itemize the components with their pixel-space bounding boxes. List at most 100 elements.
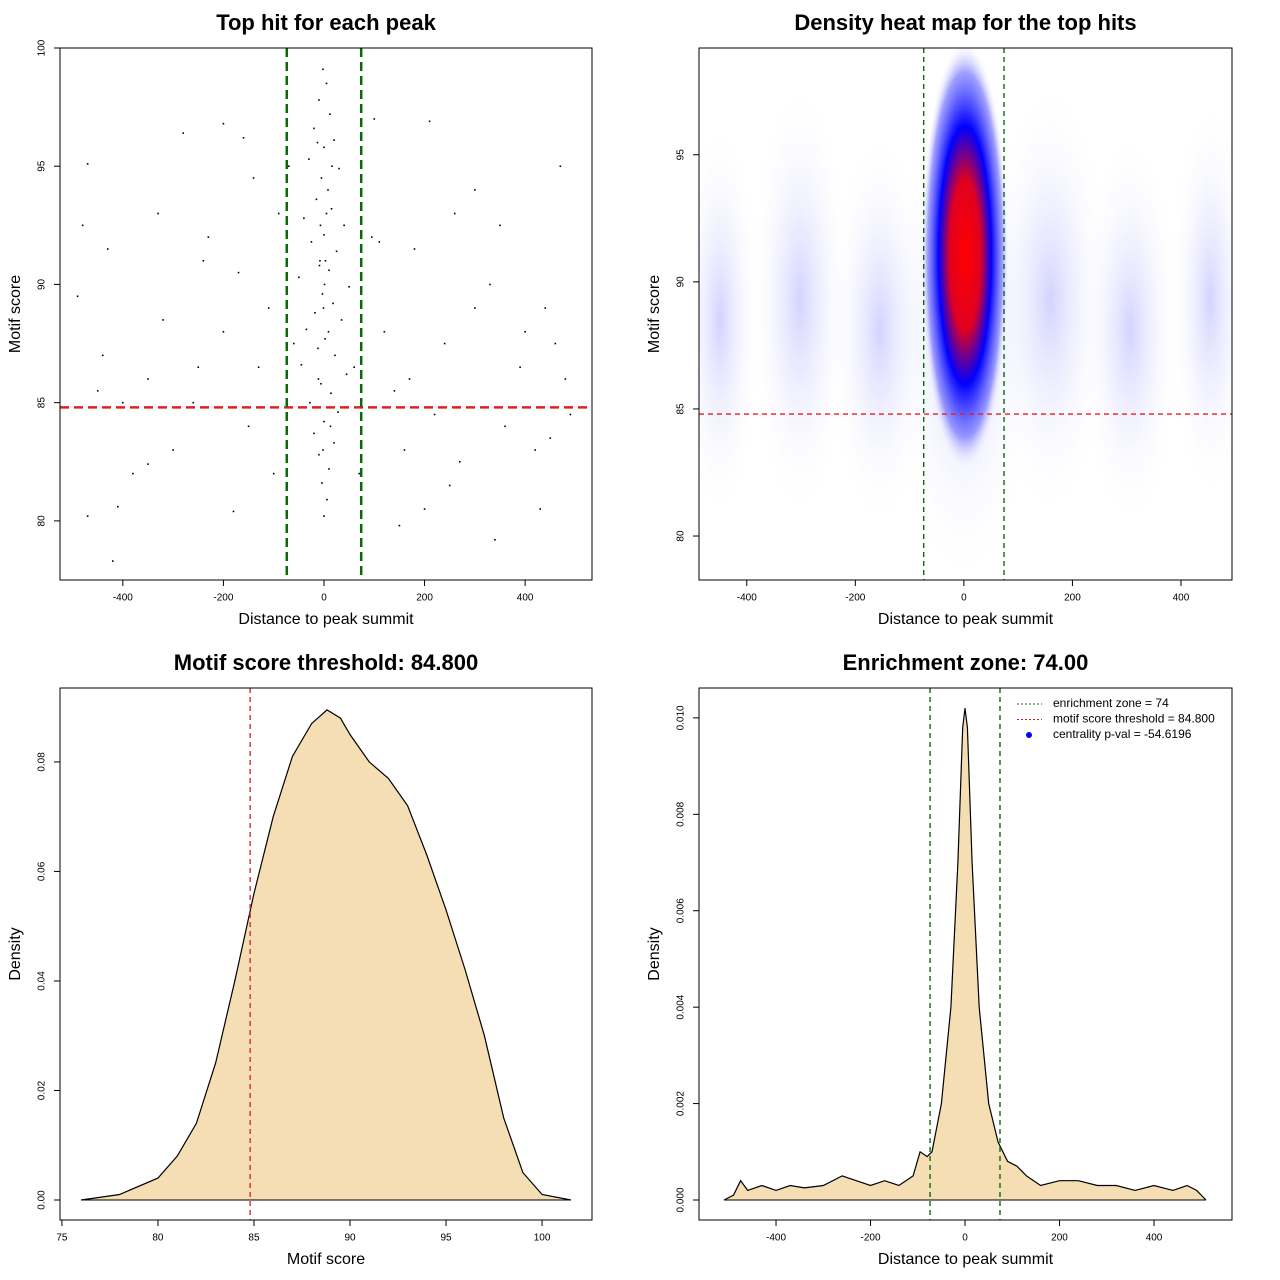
x-tick-label: 100 xyxy=(534,1233,551,1244)
x-tick-label: 400 xyxy=(517,593,534,604)
point xyxy=(101,354,104,357)
point xyxy=(242,137,245,139)
point xyxy=(257,366,260,368)
point xyxy=(453,212,456,215)
x-tick-label: 0 xyxy=(962,1233,968,1244)
point xyxy=(332,302,334,305)
point xyxy=(122,401,124,404)
x-tick-label: -200 xyxy=(845,593,865,604)
point xyxy=(232,510,235,513)
y-tick-label: 0.004 xyxy=(676,994,687,1019)
point xyxy=(319,260,321,262)
x-tick-label: 85 xyxy=(248,1233,260,1244)
point xyxy=(378,241,381,243)
point xyxy=(554,342,557,345)
point xyxy=(393,390,396,392)
point xyxy=(222,330,225,333)
legend-symbol xyxy=(1026,732,1032,738)
point xyxy=(494,539,496,541)
point xyxy=(559,165,562,168)
point xyxy=(202,260,205,262)
x-tick-label: 75 xyxy=(56,1233,68,1244)
point xyxy=(237,271,240,274)
point xyxy=(330,392,332,395)
point xyxy=(353,366,355,368)
point xyxy=(277,212,280,215)
point xyxy=(313,432,315,435)
point xyxy=(340,319,343,321)
point xyxy=(334,354,336,357)
y-tick-label: 85 xyxy=(676,403,687,415)
point xyxy=(293,342,295,345)
point xyxy=(314,312,316,314)
point xyxy=(323,146,325,149)
point xyxy=(328,468,330,470)
point xyxy=(398,524,401,527)
point xyxy=(329,425,332,428)
point xyxy=(326,498,328,501)
point xyxy=(327,189,329,191)
point xyxy=(317,378,320,380)
plot-frame xyxy=(59,47,593,581)
point xyxy=(287,165,290,168)
point xyxy=(317,347,319,350)
x-tick-label: 200 xyxy=(416,593,433,604)
y-axis-label: Motif score xyxy=(646,275,663,353)
point xyxy=(328,269,330,272)
x-axis-label: Distance to peak summit xyxy=(878,1251,1054,1268)
point xyxy=(318,264,321,267)
y-tick-label: 0.02 xyxy=(37,1080,48,1100)
point xyxy=(313,127,315,130)
density-area xyxy=(724,708,1207,1200)
point xyxy=(458,460,461,463)
x-tick-label: 400 xyxy=(1146,1233,1163,1244)
point xyxy=(433,413,436,416)
point xyxy=(315,198,318,201)
point xyxy=(569,413,572,416)
point xyxy=(310,241,313,243)
y-tick-label: 85 xyxy=(37,397,48,409)
point xyxy=(303,217,305,220)
point xyxy=(373,118,376,120)
point xyxy=(423,508,426,510)
point xyxy=(252,177,255,179)
x-tick-label: 200 xyxy=(1064,593,1081,604)
point xyxy=(544,307,547,309)
point xyxy=(86,163,89,165)
point xyxy=(323,233,325,236)
y-axis-label: Density xyxy=(646,927,663,980)
point xyxy=(335,250,338,253)
chart-title: Motif score threshold: 84.800 xyxy=(174,650,478,675)
x-tick-label: 80 xyxy=(152,1233,164,1244)
point xyxy=(504,425,506,428)
x-tick-label: -400 xyxy=(113,593,133,604)
y-tick-label: 100 xyxy=(37,39,48,56)
y-tick-label: 0.002 xyxy=(676,1091,687,1116)
x-tick-label: 95 xyxy=(440,1233,452,1244)
point xyxy=(534,449,536,451)
point xyxy=(324,260,327,262)
point xyxy=(132,472,134,475)
point xyxy=(147,378,149,380)
point xyxy=(322,449,324,451)
point xyxy=(499,224,501,227)
point xyxy=(343,224,345,227)
point xyxy=(524,330,526,333)
density-curve xyxy=(723,708,1207,1201)
point xyxy=(383,330,386,333)
point xyxy=(308,158,310,160)
heatmap-image xyxy=(699,48,1232,580)
x-tick-label: -200 xyxy=(861,1233,881,1244)
point xyxy=(474,307,476,309)
point xyxy=(564,378,567,380)
y-tick-label: 0.008 xyxy=(676,801,687,826)
point xyxy=(325,212,328,215)
density-curve xyxy=(81,709,572,1201)
point xyxy=(96,390,99,392)
point xyxy=(443,342,446,345)
point xyxy=(162,319,164,321)
x-axis-label: Distance to peak summit xyxy=(238,611,414,628)
point xyxy=(305,328,308,331)
y-tick-label: 0.06 xyxy=(37,861,48,881)
